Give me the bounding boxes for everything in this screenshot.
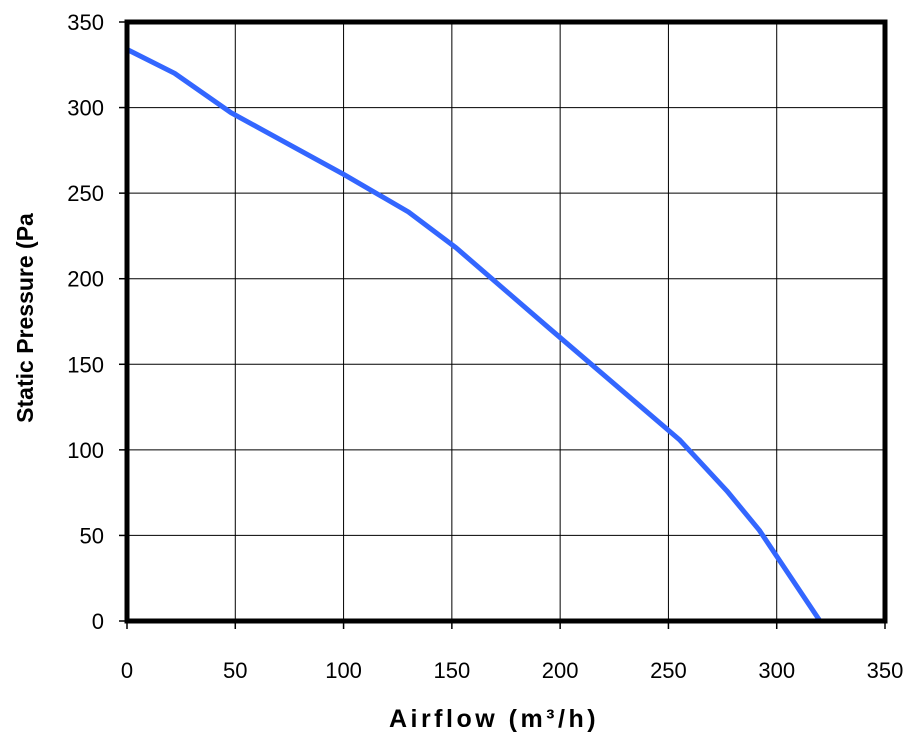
grid-lines (127, 22, 885, 621)
y-tick-label: 350 (67, 10, 104, 35)
x-tick-label: 150 (433, 658, 470, 683)
x-tick-labels: 0 50 100 150 200 250 300 350 (121, 658, 903, 683)
x-tick-label: 50 (223, 658, 247, 683)
x-tick-label: 350 (867, 658, 904, 683)
y-axis-title: Static Pressure (Pa (12, 213, 38, 423)
y-tick-label: 150 (67, 352, 104, 377)
x-tick-label: 300 (758, 658, 795, 683)
y-tick-label: 250 (67, 181, 104, 206)
x-axis-title: Airflow (m³/h) (389, 705, 599, 733)
x-tick-label: 0 (121, 658, 133, 683)
x-tick-label: 250 (650, 658, 687, 683)
y-tick-label: 200 (67, 267, 104, 292)
y-tick-label: 0 (92, 609, 104, 634)
y-tick-labels: 0 50 100 150 200 250 300 350 (67, 10, 104, 634)
y-tick-label: 100 (67, 438, 104, 463)
plot-area-frame (124, 19, 888, 624)
x-tick-label: 200 (542, 658, 579, 683)
y-tick-label: 50 (80, 523, 104, 548)
x-tick-label: 100 (325, 658, 362, 683)
series-line (124, 46, 823, 624)
y-tick-label: 300 (67, 96, 104, 121)
series-group (124, 46, 823, 624)
